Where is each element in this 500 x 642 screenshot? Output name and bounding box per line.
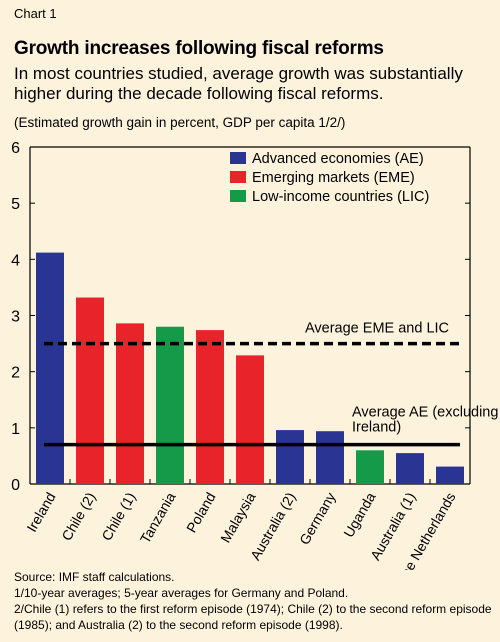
bar — [276, 430, 304, 484]
bar — [116, 323, 144, 484]
source-note: Source: IMF staff calculations. — [14, 570, 175, 584]
bar — [316, 431, 344, 484]
x-tick-label: Chile (2) — [58, 490, 98, 544]
x-tick-label: Malaysia — [217, 489, 259, 545]
y-tick-label: 6 — [11, 140, 20, 157]
bar — [36, 252, 64, 484]
y-tick-label: 1 — [11, 421, 20, 438]
legend-label: Emerging markets (EME) — [252, 170, 415, 186]
footnote-2: 2/Chile (1) refers to the first reform e… — [14, 602, 492, 632]
legend-label: Advanced economies (AE) — [252, 151, 424, 167]
x-tick-label: Ireland — [23, 490, 58, 535]
units-label: (Estimated growth gain in percent, GDP p… — [14, 115, 346, 130]
bar — [76, 297, 104, 484]
y-tick-label: 0 — [11, 477, 20, 494]
legend-swatch — [230, 171, 246, 183]
x-tick-label: Germany — [296, 490, 339, 548]
footnotes: Source: IMF staff calculations. 1/10-yea… — [14, 569, 494, 633]
footnote-1: 1/10-year averages; 5-year averages for … — [14, 586, 349, 600]
bar — [156, 326, 184, 484]
x-tick-label: Chile (1) — [98, 490, 138, 544]
legend-swatch — [230, 190, 246, 202]
chart-subtitle: In most countries studied, average growt… — [14, 64, 463, 103]
x-tick-label: Uganda — [340, 489, 378, 540]
y-tick-label: 3 — [11, 309, 20, 326]
bar — [236, 355, 264, 484]
x-tick-label: Poland — [183, 490, 219, 536]
reference-label-ae: Ireland) — [352, 420, 401, 436]
chart-title: Growth increases following fiscal reform… — [14, 38, 384, 59]
legend-swatch — [230, 152, 246, 164]
reference-label-ae: Average AE (excluding — [352, 405, 498, 421]
bar-chart: 0 1 2 3 4 5 6 Ireland Chile (2) Chile (1)Tanzania… — [11, 140, 498, 570]
bar — [436, 466, 464, 484]
y-tick-label: 2 — [11, 365, 20, 382]
y-tick-label: 5 — [11, 196, 20, 213]
bar — [196, 330, 224, 484]
chart-number: Chart 1 — [14, 6, 57, 21]
x-tick-label: Tanzania — [137, 489, 179, 546]
legend-label: Low-income countries (LIC) — [252, 189, 429, 205]
reference-label-eme-lic: Average EME and LIC — [305, 321, 449, 337]
y-tick-label: 4 — [11, 252, 20, 269]
bar — [356, 450, 384, 484]
bar — [396, 453, 424, 484]
